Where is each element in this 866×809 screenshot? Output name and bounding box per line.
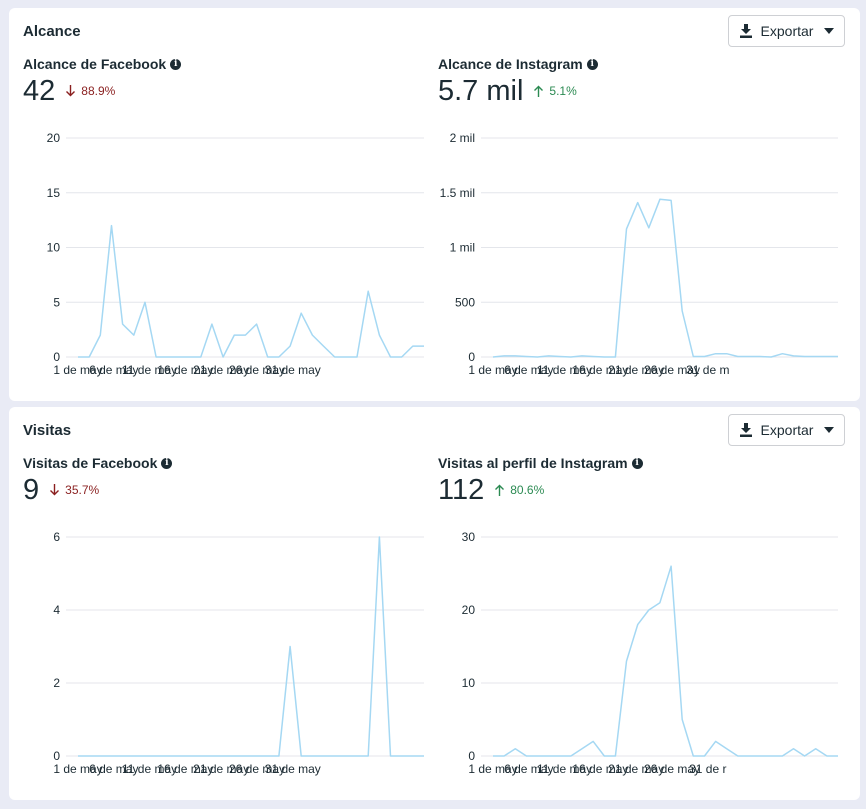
export-button[interactable]: Exportar <box>728 414 845 446</box>
instagram-reach-label: Alcance de Instagram i <box>438 56 598 72</box>
chevron-down-icon <box>824 28 835 34</box>
facebook-reach-value: 42 88.9% <box>23 74 115 111</box>
card-title: Alcance <box>23 23 81 40</box>
info-icon[interactable]: i <box>170 58 182 70</box>
instagram-profile-visits-label: Visitas al perfil de Instagram i <box>438 455 643 471</box>
metric-value-text: 9 <box>23 474 40 506</box>
delta-badge: 80.6% <box>494 473 544 507</box>
facebook-visits-value: 9 35.7% <box>23 473 99 510</box>
delta-badge: 35.7% <box>49 473 99 507</box>
delta-text: 35.7% <box>65 483 100 497</box>
download-icon <box>739 423 752 437</box>
card-title: Visitas <box>23 422 72 439</box>
delta-text: 80.6% <box>510 483 545 497</box>
export-button-label: Exportar <box>760 422 814 438</box>
metric-value-text: 42 <box>23 75 56 107</box>
metric-value-text: 5.7 mil <box>438 75 524 107</box>
facebook-reach-label: Alcance de Facebook i <box>23 56 182 72</box>
metric-label-text: Visitas de Facebook <box>23 455 158 471</box>
export-button[interactable]: Exportar <box>728 15 845 47</box>
delta-badge: 88.9% <box>65 74 115 108</box>
download-icon <box>739 24 752 38</box>
metric-value-text: 112 <box>438 474 485 506</box>
reach-card: Alcance Exportar Alcance de Facebook i 4… <box>9 8 860 401</box>
export-button-label: Exportar <box>760 23 814 39</box>
arrow-up-icon <box>495 484 505 496</box>
info-icon[interactable]: i <box>631 457 643 469</box>
delta-badge: 5.1% <box>533 74 577 108</box>
visits-card: Visitas Exportar Visitas de Facebook i 9… <box>9 407 860 800</box>
instagram-profile-visits-value: 112 80.6% <box>438 473 544 510</box>
arrow-up-icon <box>534 85 544 97</box>
arrow-down-icon <box>66 85 76 97</box>
info-icon[interactable]: i <box>161 457 173 469</box>
facebook-visits-label: Visitas de Facebook i <box>23 455 173 471</box>
delta-text: 5.1% <box>549 84 577 98</box>
delta-text: 88.9% <box>81 84 116 98</box>
metric-label-text: Alcance de Facebook <box>23 56 167 72</box>
metric-label-text: Alcance de Instagram <box>438 56 583 72</box>
metric-label-text: Visitas al perfil de Instagram <box>438 455 628 471</box>
info-icon[interactable]: i <box>586 58 598 70</box>
arrow-down-icon <box>50 484 60 496</box>
instagram-reach-value: 5.7 mil 5.1% <box>438 74 577 111</box>
chevron-down-icon <box>824 427 835 433</box>
